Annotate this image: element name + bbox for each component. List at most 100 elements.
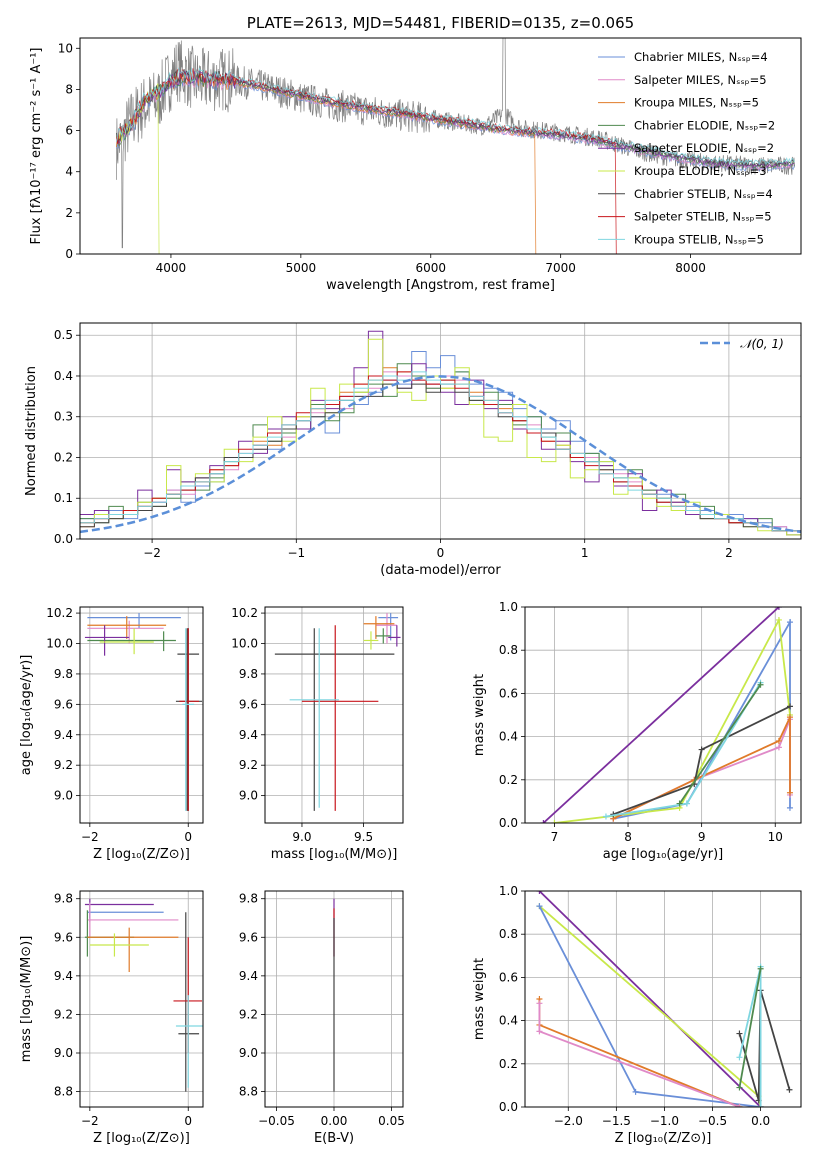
x-axis-label: mass [log₁₀(M/M⊙)] [271, 847, 398, 862]
y-tick-label: 8.8 [239, 1085, 258, 1099]
model-spectrum-line [116, 69, 795, 168]
weight-point-marker [676, 800, 683, 807]
errorbar-point [301, 625, 379, 811]
plot-area [540, 607, 793, 823]
errorbar-point [175, 628, 203, 811]
y-tick-label: 0.3 [54, 410, 73, 424]
x-tick-label: 1 [581, 546, 589, 560]
y-tick-label: 0.1 [54, 491, 73, 505]
y-tick-label: 9.6 [239, 697, 258, 711]
chart-title: PLATE=2613, MJD=54481, FIBERID=0135, z=0… [247, 14, 634, 32]
y-tick-label: 0.4 [499, 730, 518, 744]
y-tick-label: 9.4 [54, 728, 73, 742]
x-tick-label: 0.05 [378, 1114, 405, 1128]
y-tick-label: 4 [65, 165, 73, 179]
chart-weight-age: 7 8 9 10 0.0 0.2 0.4 0.6 0.8 1.0 age [log₁₀(age/yr… [472, 600, 802, 862]
x-tick-label: 4000 [156, 261, 187, 275]
y-tick-label: 9.2 [54, 1007, 73, 1021]
legend-label: Salpeter ELODIE, Nₛₛₚ=2 [634, 141, 774, 155]
errorbar-point [84, 910, 135, 957]
errorbar-point [182, 628, 195, 811]
y-tick-label: 9.6 [54, 697, 73, 711]
axes-frame [79, 606, 204, 824]
weight-series-line [538, 905, 761, 1107]
x-axis-label: Z [log₁₀(Z/Z⊙)] [93, 847, 190, 862]
weight-point-marker [736, 1054, 743, 1061]
errorbar-point [99, 628, 154, 655]
y-tick-label: 10 [58, 41, 73, 55]
weight-point-marker [786, 619, 793, 626]
weight-point-marker [786, 789, 793, 796]
x-tick-label: 8000 [675, 261, 706, 275]
y-axis-label: mass weight [472, 674, 487, 756]
chart-weight-z: −2.0 −1.5 −1.0 −0.5 0.0 0.0 0.2 0.4 0.6 0.8 1.0 Z [… [472, 884, 802, 1146]
x-tick-label: 5000 [286, 261, 317, 275]
model-spectrum-line [116, 67, 795, 166]
weight-point-marker [757, 965, 764, 972]
weight-point-marker [775, 616, 782, 623]
x-tick-label: 7000 [545, 261, 576, 275]
x-axis-label: (data-model)/error [380, 563, 501, 578]
errorbar-point [87, 613, 181, 629]
weight-series-line [538, 891, 762, 1107]
y-axis-label: age [log₁₀(age/yr)] [19, 655, 34, 776]
y-tick-label: 9.0 [239, 1046, 258, 1060]
weight-point-marker [775, 737, 782, 744]
errorbar-point [375, 613, 397, 644]
errorbar-point [87, 616, 167, 639]
axes-frame [524, 606, 802, 824]
y-tick-label: 10.2 [46, 606, 73, 620]
axes-frame [264, 890, 404, 1108]
x-tick-label: −0.5 [698, 1114, 727, 1128]
axes-frame [524, 890, 802, 1108]
weight-point-marker [551, 820, 558, 823]
weight-point-marker [786, 703, 793, 710]
x-tick-label: −0.05 [258, 1114, 295, 1128]
chart-age-z: −2 0 9.0 9.2 9.4 9.6 9.8 10.0 10.2 Z [log₁₀(Z/Z⊙)… [19, 606, 204, 862]
x-tick-label: 0 [184, 830, 192, 844]
x-tick-label: −2 [81, 830, 99, 844]
y-tick-label: 1.0 [499, 600, 518, 614]
errorbar-point [388, 625, 401, 647]
y-tick-label: 9.2 [54, 758, 73, 772]
y-tick-label: 10.2 [231, 606, 258, 620]
y-tick-label: 8 [65, 82, 73, 96]
y-tick-label: 1.0 [499, 884, 518, 898]
y-tick-label: 8.8 [54, 1085, 73, 1099]
weight-series-line [605, 682, 762, 818]
x-axis-label: Z [log₁₀(Z/Z⊙)] [93, 1131, 190, 1146]
weight-point-marker [536, 903, 543, 910]
weight-series-line [538, 1003, 740, 1107]
legend: Chabrier MILES, Nₛₛₚ=4 Salpeter MILES, Nₛ… [598, 50, 775, 246]
x-tick-label: 8 [624, 830, 632, 844]
y-tick-label: 0.6 [499, 970, 518, 984]
legend-label: Chabrier ELODIE, Nₛₛₚ=2 [634, 118, 775, 132]
y-tick-label: 9.2 [239, 758, 258, 772]
x-tick-label: 0.0 [751, 1114, 770, 1128]
y-axis-label: mass [log₁₀(M/M⊙)] [19, 936, 34, 1063]
weight-point-marker [757, 1104, 764, 1107]
chart-residuals: −2 −1 0 1 2 0.0 0.1 0.2 0.3 0.4 0.5 (data-model)/er… [24, 322, 802, 578]
y-tick-label: 9.8 [239, 667, 258, 681]
legend: 𝒩(0, 1) [700, 337, 784, 351]
weight-point-marker [536, 891, 543, 894]
y-tick-label: 0.0 [54, 532, 73, 546]
x-tick-label: 9 [698, 830, 706, 844]
x-tick-label: −2.0 [554, 1114, 583, 1128]
legend-label: Chabrier MILES, Nₛₛₚ=4 [634, 50, 768, 64]
y-axis-label: Normed distribution [24, 366, 39, 496]
y-tick-label: 9.6 [54, 930, 73, 944]
plot-area [80, 330, 801, 539]
x-tick-label: −1.5 [602, 1114, 631, 1128]
legend-label: Chabrier STELIB, Nₛₛₚ=4 [634, 187, 773, 201]
plot-area [536, 891, 793, 1107]
weight-point-marker [736, 1104, 743, 1107]
y-tick-label: 0.6 [499, 686, 518, 700]
y-tick-label: 9.0 [54, 1046, 73, 1060]
y-axis-label: mass weight [472, 958, 487, 1040]
x-tick-label: 9.0 [292, 830, 311, 844]
weight-point-marker [775, 607, 782, 610]
x-tick-label: 10 [768, 830, 783, 844]
legend-label: Kroupa STELIB, Nₛₛₚ=5 [634, 232, 764, 246]
